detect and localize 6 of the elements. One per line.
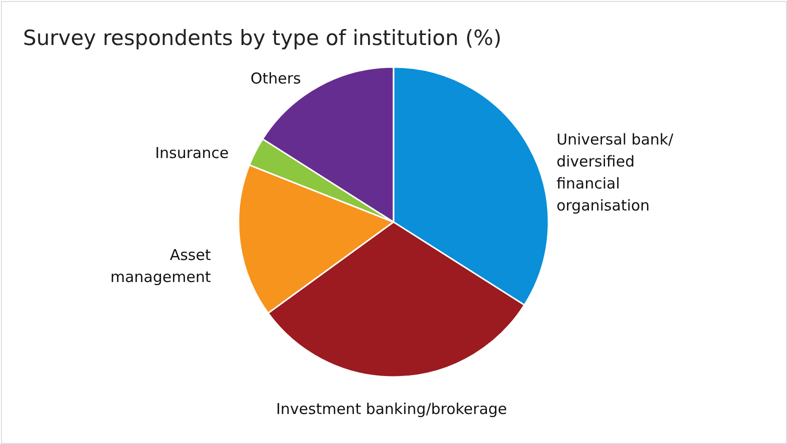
slice-label: Universal bank/diversified financial organisation bbox=[556, 130, 674, 214]
slice-label: Others bbox=[250, 70, 302, 88]
slice-label: Insurance bbox=[155, 144, 229, 162]
slice-label: Asset management bbox=[110, 246, 211, 286]
chart-title: Survey respondents by type of institution (%) bbox=[23, 26, 502, 50]
slice-label: Investment banking/brokerage bbox=[276, 400, 508, 418]
